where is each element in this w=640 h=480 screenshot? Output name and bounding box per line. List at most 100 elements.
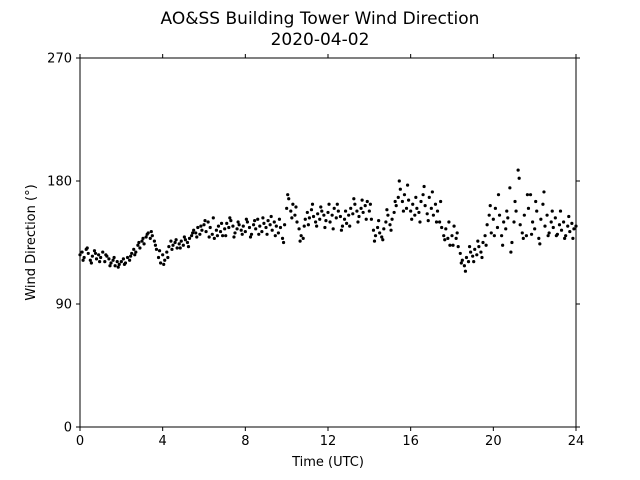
data-point: [163, 258, 167, 262]
data-point: [549, 220, 553, 224]
data-point: [324, 219, 328, 223]
data-point: [426, 219, 430, 223]
data-point: [178, 246, 182, 250]
data-point: [528, 193, 533, 197]
data-point: [535, 209, 539, 213]
data-point: [422, 184, 426, 189]
data-point: [272, 220, 276, 224]
data-point: [458, 251, 462, 256]
data-point: [427, 195, 431, 199]
data-point: [353, 202, 357, 206]
data-point: [475, 253, 479, 257]
data-point: [107, 257, 111, 261]
data-point: [371, 228, 376, 232]
data-point: [111, 258, 115, 262]
data-point: [223, 227, 227, 231]
data-point: [398, 187, 402, 191]
data-point: [473, 247, 477, 251]
data-point: [152, 239, 156, 243]
data-point: [356, 220, 360, 224]
data-point: [402, 193, 407, 197]
data-point: [277, 217, 282, 221]
data-point: [431, 213, 435, 217]
data-point: [320, 209, 324, 213]
data-point: [415, 206, 419, 210]
data-point: [130, 251, 134, 256]
y-tick-label: 270: [47, 52, 72, 67]
data-point: [169, 239, 173, 243]
data-point: [306, 223, 310, 227]
data-point: [207, 235, 211, 239]
x-axis-ticks: 0 4 8 12 16 20 24: [76, 54, 584, 449]
data-point: [85, 246, 89, 250]
data-point: [224, 234, 228, 238]
data-point: [501, 243, 505, 247]
data-point: [174, 238, 178, 242]
data-point: [179, 239, 183, 243]
data-point: [414, 195, 418, 199]
data-point: [443, 238, 447, 242]
data-point: [563, 236, 567, 240]
data-point: [161, 253, 165, 257]
data-point: [145, 232, 149, 236]
data-point: [219, 221, 224, 225]
data-point: [244, 217, 248, 221]
data-point: [334, 216, 338, 220]
data-point: [547, 231, 551, 235]
data-point: [196, 225, 200, 230]
data-point: [264, 225, 268, 230]
data-point: [479, 250, 483, 254]
data-point: [149, 229, 153, 234]
data-point: [401, 209, 406, 213]
data-point: [278, 225, 283, 230]
data-point: [373, 234, 378, 238]
y-tick-label: 0: [64, 421, 72, 436]
data-point: [417, 210, 421, 215]
data-point: [190, 234, 194, 238]
data-point: [407, 198, 411, 202]
data-point: [187, 236, 192, 240]
data-point: [439, 199, 443, 204]
data-point: [90, 254, 94, 258]
x-tick-label: 24: [568, 434, 585, 449]
data-point: [471, 254, 475, 258]
data-point: [97, 253, 101, 257]
data-point: [571, 236, 575, 240]
data-point: [338, 214, 342, 219]
data-point: [340, 224, 345, 228]
data-point: [148, 236, 152, 240]
data-point: [215, 234, 220, 238]
data-point: [132, 247, 136, 251]
data-point: [293, 213, 297, 217]
data-point: [418, 220, 422, 224]
data-point: [225, 221, 229, 225]
data-point: [493, 206, 497, 210]
data-point: [204, 229, 208, 234]
data-point: [524, 234, 529, 238]
data-point: [533, 227, 537, 231]
data-point: [452, 224, 456, 228]
data-point: [287, 197, 291, 201]
data-point: [144, 235, 148, 239]
data-point: [390, 217, 394, 221]
x-tick-label: 20: [485, 434, 502, 449]
data-point: [248, 235, 253, 239]
data-point: [382, 227, 386, 231]
data-point: [539, 217, 543, 221]
data-point: [567, 214, 571, 219]
data-point: [451, 243, 455, 247]
data-point: [93, 251, 98, 256]
data-point: [133, 253, 137, 257]
data-point: [429, 206, 433, 210]
data-point: [543, 224, 547, 228]
data-point: [323, 225, 327, 230]
data-point: [153, 243, 158, 247]
data-point: [125, 255, 130, 260]
data-point: [562, 220, 566, 224]
data-point: [173, 240, 177, 245]
x-tick-label: 12: [320, 434, 337, 449]
data-point: [101, 250, 105, 254]
data-point: [202, 223, 206, 227]
data-point: [88, 258, 92, 262]
data-point: [491, 217, 495, 221]
